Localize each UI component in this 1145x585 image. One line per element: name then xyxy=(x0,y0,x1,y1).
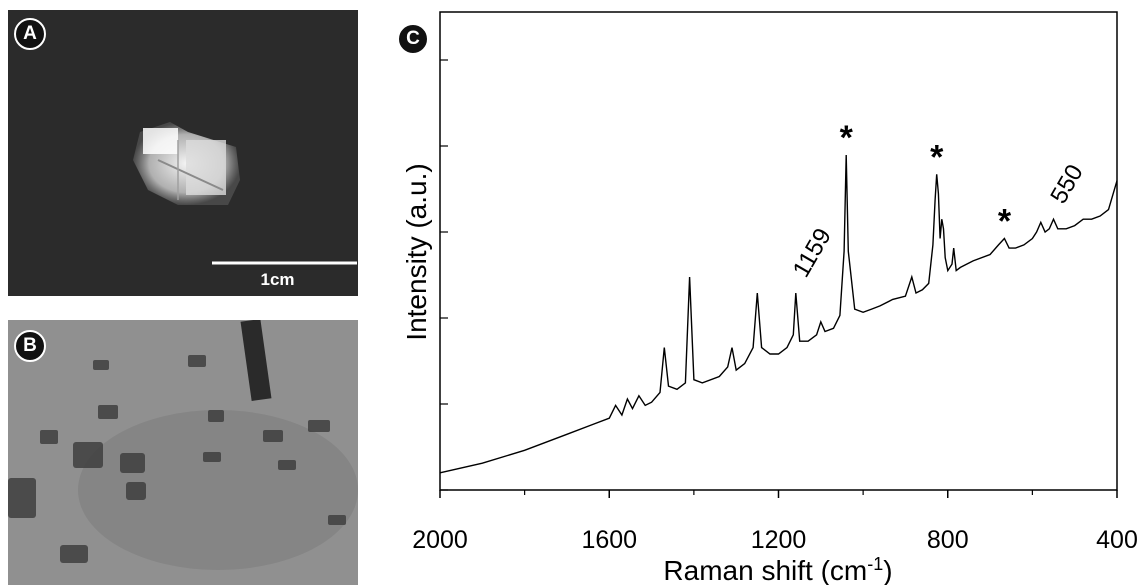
crystal-photo-a xyxy=(133,122,357,265)
peak-label: 1159 xyxy=(788,224,837,282)
crystal-shape xyxy=(133,122,240,205)
spectrum-line xyxy=(439,154,1118,474)
peak-star-marker: * xyxy=(930,138,944,176)
y-axis-label: Intensity (a.u.) xyxy=(401,163,432,340)
plot-frame xyxy=(439,11,1118,491)
photo-panel-b xyxy=(8,320,358,585)
x-tick-label: 1600 xyxy=(581,526,637,554)
y-axis-ticks xyxy=(440,59,448,491)
x-axis-ticks: 2000 1600 1200 800 400 xyxy=(412,490,1138,554)
x-tick-label: 2000 xyxy=(412,526,468,554)
photo-panel-a xyxy=(8,10,358,296)
crystal-field-photo-b xyxy=(8,320,358,585)
panel-label-b: B xyxy=(14,330,46,362)
peak-star-marker: * xyxy=(998,202,1012,240)
panel-label-c: C xyxy=(397,23,429,55)
scale-bar-label: 1cm xyxy=(260,270,295,289)
panel-label-a: A xyxy=(14,18,46,50)
peak-label: 550 xyxy=(1045,160,1088,208)
x-tick-label: 800 xyxy=(927,526,969,554)
x-tick-label: 400 xyxy=(1096,526,1138,554)
x-tick-label: 1200 xyxy=(751,526,807,554)
peak-star-marker: * xyxy=(840,119,854,157)
x-axis-label: Raman shift (cm-1) xyxy=(663,554,892,585)
